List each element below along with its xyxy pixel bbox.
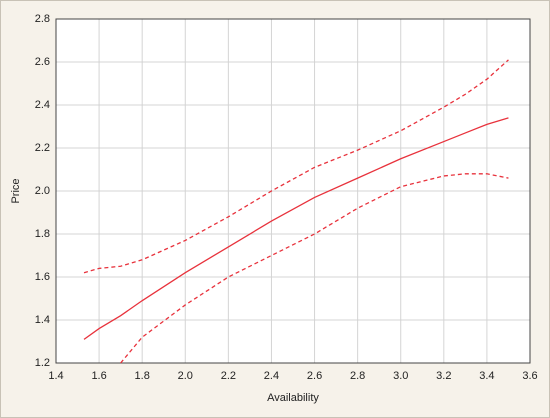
y-tick-label: 2.4: [35, 99, 50, 111]
x-axis-label: Availability: [267, 392, 319, 404]
y-tick-label: 1.6: [35, 271, 50, 283]
x-tick-label: 2.2: [221, 370, 236, 382]
y-tick-label: 2.2: [35, 142, 50, 154]
y-tick-label: 1.8: [35, 228, 50, 240]
y-axis-label: Price: [10, 178, 22, 203]
y-tick-label: 1.4: [35, 314, 50, 326]
x-tick-label: 2.8: [350, 370, 365, 382]
y-tick-label: 1.2: [35, 357, 50, 369]
x-tick-label: 2.4: [264, 370, 279, 382]
x-tick-label: 1.6: [91, 370, 106, 382]
x-tick-label: 3.6: [522, 370, 537, 382]
series-line: [83, 117, 509, 340]
x-tick-label: 3.4: [479, 370, 494, 382]
x-tick-label: 1.8: [135, 370, 150, 382]
y-tick-label: 2.8: [35, 13, 50, 25]
x-tick-label: 2.6: [307, 370, 322, 382]
series-line: [83, 59, 509, 274]
series-line: [120, 173, 509, 364]
x-tick-label: 3.0: [393, 370, 408, 382]
y-tick-label: 2.6: [35, 56, 50, 68]
y-tick-label: 2.0: [35, 185, 50, 197]
x-tick-label: 3.2: [436, 370, 451, 382]
plot-border: [55, 18, 531, 364]
x-tick-label: 1.4: [48, 370, 63, 382]
x-tick-label: 2.0: [178, 370, 193, 382]
